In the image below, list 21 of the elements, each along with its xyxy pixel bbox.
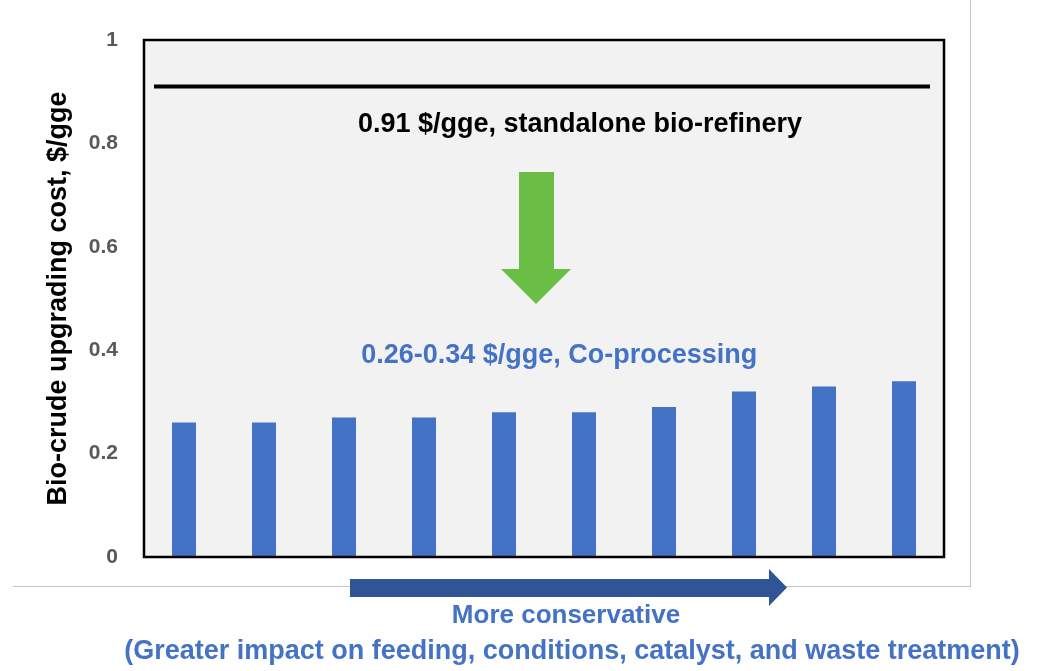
x-axis-title: More conservative [451, 599, 681, 630]
bar [892, 381, 916, 557]
bar [332, 417, 356, 557]
y-axis-title: Bio-crude upgrading cost, $/gge [41, 91, 72, 506]
bar [652, 407, 676, 557]
bar [732, 391, 756, 557]
bar [812, 386, 836, 557]
y-tick-label: 1 [106, 26, 119, 50]
bar [492, 412, 516, 557]
text: (Greater impact on feeding, conditions, catalyst, and waste treatment) [124, 635, 1020, 666]
y-tick-label: 0.8 [88, 130, 119, 154]
bar [252, 422, 276, 557]
annotation: 0.26-0.34 $/gge, Co-processing [361, 338, 758, 369]
y-tick-label: 0 [106, 543, 118, 567]
bar [572, 412, 596, 557]
y-tick-label: 0.2 [88, 440, 118, 464]
y-tick-label: 0.4 [88, 337, 119, 360]
bar [412, 417, 436, 557]
y-tick-label: 0.6 [88, 233, 118, 257]
ref-line-label: 0.91 $/gge, standalone bio-refinery [357, 107, 803, 138]
bar [172, 422, 196, 557]
